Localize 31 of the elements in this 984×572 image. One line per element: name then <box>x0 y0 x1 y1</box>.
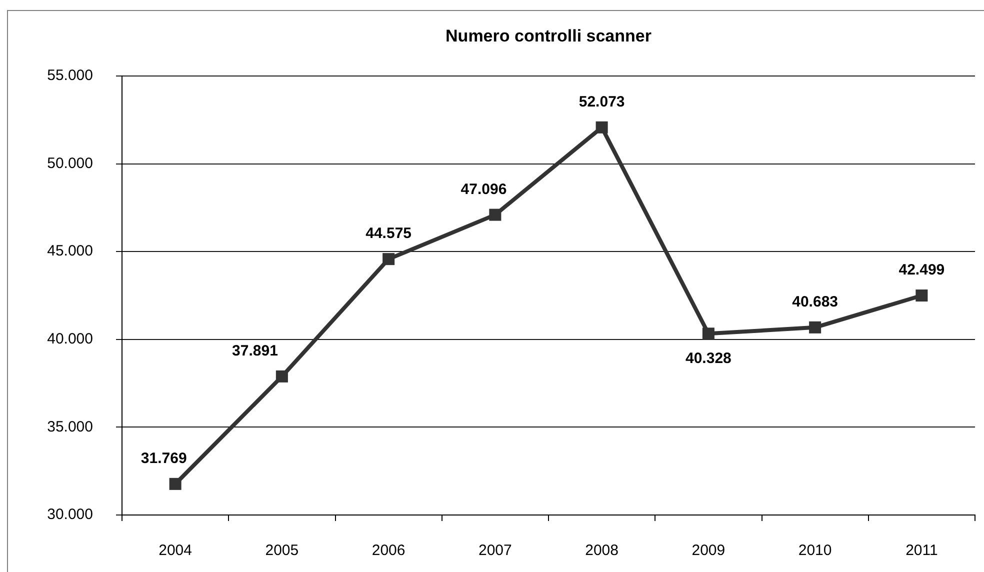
chart-title: Numero controlli scanner <box>446 26 652 46</box>
y-tick-label: 40.000 <box>47 330 93 348</box>
data-label: 47.096 <box>460 180 507 198</box>
x-tick-label: 2005 <box>265 542 299 560</box>
y-tick-label: 35.000 <box>47 418 93 436</box>
y-tick-label: 30.000 <box>47 506 93 524</box>
data-label: 40.328 <box>685 350 732 367</box>
point <box>382 253 395 266</box>
y-tick-label: 50.000 <box>47 154 93 172</box>
data-label: 42.499 <box>898 262 945 279</box>
point <box>596 121 608 134</box>
data-label: 37.891 <box>232 342 278 360</box>
data-label: 44.575 <box>366 225 412 242</box>
point <box>276 370 288 382</box>
data-label: 52.073 <box>578 94 625 111</box>
point <box>916 290 928 302</box>
point <box>702 328 714 340</box>
point <box>809 321 822 334</box>
point <box>169 478 182 490</box>
x-tick-label: 2007 <box>478 542 512 560</box>
x-tick-label: 2009 <box>692 542 726 560</box>
x-tick-label: 2006 <box>372 542 406 560</box>
data-label: 31.769 <box>140 450 187 468</box>
point <box>489 208 502 221</box>
y-tick-label: 45.000 <box>47 242 93 260</box>
data-label: 40.683 <box>792 294 838 311</box>
x-tick-label: 2011 <box>906 542 938 560</box>
x-tick-label: 2008 <box>585 542 618 560</box>
x-tick-label: 2004 <box>158 542 192 560</box>
y-tick-label: 55.000 <box>47 67 93 84</box>
x-tick-label: 2010 <box>798 542 832 560</box>
